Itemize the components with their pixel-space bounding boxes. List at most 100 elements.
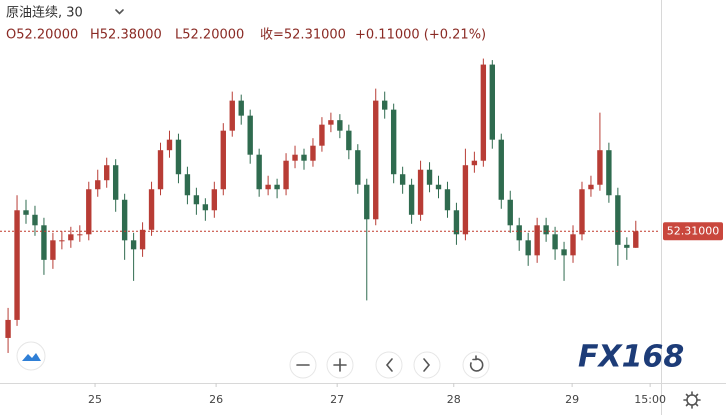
candle-body: [471, 160, 478, 166]
candle-body: [364, 184, 370, 220]
candle-body: [112, 165, 119, 200]
candle-body: [337, 120, 343, 131]
x-tick-label: 27: [330, 393, 344, 406]
candle-body: [32, 214, 38, 226]
candle-body: [373, 100, 379, 220]
candle-body: [5, 319, 11, 338]
candle-body: [597, 150, 603, 185]
candle-body: [453, 210, 460, 235]
x-tick-label: 15:00: [634, 393, 666, 406]
candle-body: [292, 154, 298, 161]
candle-body: [382, 100, 388, 110]
candle-body: [606, 150, 612, 196]
x-tick-label: 25: [88, 393, 102, 406]
candle-body: [328, 120, 334, 125]
candle-body: [175, 139, 182, 175]
ohlc-label: H52.38000: [90, 28, 162, 43]
candle-body: [310, 145, 316, 161]
last-price-label: 52.31000: [667, 224, 720, 237]
candles: [5, 58, 639, 353]
candle-body: [480, 64, 487, 161]
candle-body: [624, 244, 630, 248]
candle-body: [41, 225, 47, 260]
candle-body: [301, 154, 307, 161]
watermark-logo: FX168: [578, 340, 684, 375]
bottom-left-icon[interactable]: [16, 341, 46, 371]
zoom-out-button[interactable]: [289, 351, 317, 379]
ohlc-label: L52.20000: [175, 28, 244, 43]
ohlc-label: +0.11000 (+0.21%): [355, 28, 486, 43]
candle-body: [390, 109, 397, 175]
candle-body: [525, 240, 531, 256]
candle-body: [319, 124, 325, 146]
candle-body: [588, 184, 594, 190]
candle-body: [417, 169, 424, 215]
candle-body: [86, 189, 92, 235]
last-price-tag: [663, 222, 723, 241]
ohlc-values: O52.20000 H52.38000 L52.20000 收=52.31000 +0.…: [6, 28, 486, 43]
candle-body: [68, 234, 74, 241]
candle-body: [95, 180, 101, 190]
candle-body: [256, 154, 262, 190]
zoom-in-button[interactable]: [326, 351, 354, 379]
candle-body: [615, 195, 621, 245]
candle-body: [516, 225, 522, 241]
candle-body: [104, 165, 110, 181]
candle-body: [570, 234, 576, 256]
candle-body: [489, 64, 495, 140]
candle-body: [283, 160, 289, 190]
symbol-title[interactable]: 原油连续, 30: [6, 5, 83, 21]
candle-body: [23, 210, 29, 215]
candle-body: [507, 199, 513, 226]
candle-body: [355, 150, 361, 185]
candle-body: [534, 225, 540, 256]
candle-body: [543, 225, 549, 235]
candle-body: [157, 150, 164, 190]
candle-body: [130, 240, 137, 250]
candle-body: [408, 184, 415, 215]
candle-body: [139, 229, 146, 250]
candle-body: [59, 240, 65, 242]
candle-body: [211, 189, 218, 211]
candle-body: [121, 199, 128, 241]
candle-body: [274, 184, 280, 190]
candle-body: [346, 130, 352, 151]
candle-body: [426, 169, 433, 185]
candle-body: [14, 210, 20, 320]
candle-body: [202, 204, 209, 211]
candle-body: [498, 139, 504, 200]
legend-header: 原油连续, 30: [6, 5, 124, 21]
candle-body: [444, 189, 451, 211]
candle-body: [462, 165, 469, 235]
candle-body: [561, 249, 567, 256]
candle-body: [50, 240, 56, 260]
candle-body: [247, 115, 253, 155]
candle-body: [399, 174, 406, 185]
scroll-right-button[interactable]: [413, 351, 441, 379]
candle-body: [435, 184, 442, 190]
reset-button[interactable]: [462, 351, 490, 379]
candle-body: [193, 195, 200, 205]
symbol-dropdown[interactable]: [115, 9, 124, 15]
ohlc-label: O52.20000: [6, 28, 78, 43]
candle-body: [552, 234, 558, 250]
candle-body: [184, 174, 191, 196]
ohlc-label: 收=52.31000: [260, 28, 346, 43]
candle-body: [148, 189, 155, 230]
x-tick-label: 28: [447, 393, 461, 406]
x-tick-label: 29: [565, 393, 579, 406]
scroll-left-button[interactable]: [375, 351, 403, 379]
candle-body: [229, 100, 235, 131]
candle-body: [220, 130, 226, 190]
candle-body: [166, 139, 173, 151]
candle-body: [579, 189, 585, 235]
candle-body: [265, 184, 271, 190]
x-tick-label: 26: [209, 393, 223, 406]
candle-body: [633, 231, 639, 248]
settings-button[interactable]: [683, 391, 701, 409]
candle-body: [77, 234, 83, 236]
candle-body: [238, 100, 244, 116]
